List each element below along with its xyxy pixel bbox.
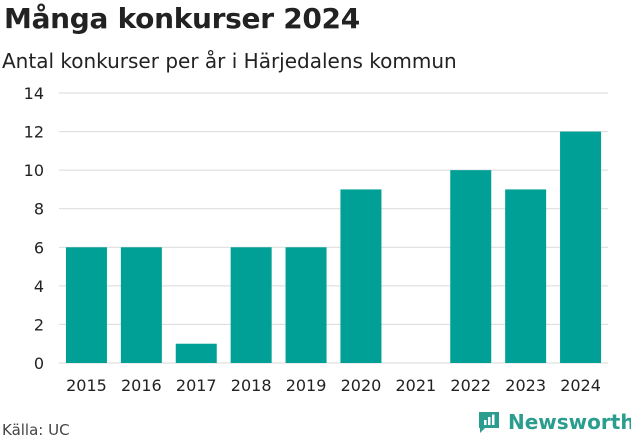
chart-subtitle: Antal konkurser per år i Härjedalens kom… <box>2 49 457 73</box>
x-tick-label: 2017 <box>176 376 217 395</box>
y-tick-label: 10 <box>24 161 44 180</box>
bar <box>505 189 547 363</box>
x-tick-label: 2022 <box>450 376 491 395</box>
y-tick-label: 2 <box>34 315 44 334</box>
bar <box>65 247 107 363</box>
y-tick-label: 0 <box>34 354 44 373</box>
y-tick-label: 12 <box>24 123 44 142</box>
bar <box>450 170 492 363</box>
x-tick-label: 2019 <box>286 376 327 395</box>
chart-title: Många konkurser 2024 <box>4 2 360 35</box>
x-tick-label: 2021 <box>395 376 436 395</box>
x-tick-label: 2016 <box>121 376 162 395</box>
x-tick-label: 2015 <box>66 376 107 395</box>
newsworthy-logo: Newsworthy <box>476 407 631 437</box>
bar <box>175 343 217 363</box>
newsworthy-icon <box>479 412 499 433</box>
y-tick-label: 6 <box>34 238 44 257</box>
x-tick-label: 2023 <box>505 376 546 395</box>
bar <box>560 131 602 363</box>
y-tick-label: 8 <box>34 200 44 219</box>
y-tick-label: 14 <box>24 84 44 103</box>
x-tick-label: 2018 <box>231 376 272 395</box>
bar <box>120 247 162 363</box>
brand-name: Newsworthy <box>508 410 631 434</box>
y-tick-label: 4 <box>34 277 44 296</box>
x-tick-label: 2024 <box>560 376 601 395</box>
bar <box>230 247 272 363</box>
bar <box>340 189 382 363</box>
x-tick-label: 2020 <box>341 376 382 395</box>
bar <box>285 247 327 363</box>
source-note: Källa: UC <box>2 421 70 439</box>
